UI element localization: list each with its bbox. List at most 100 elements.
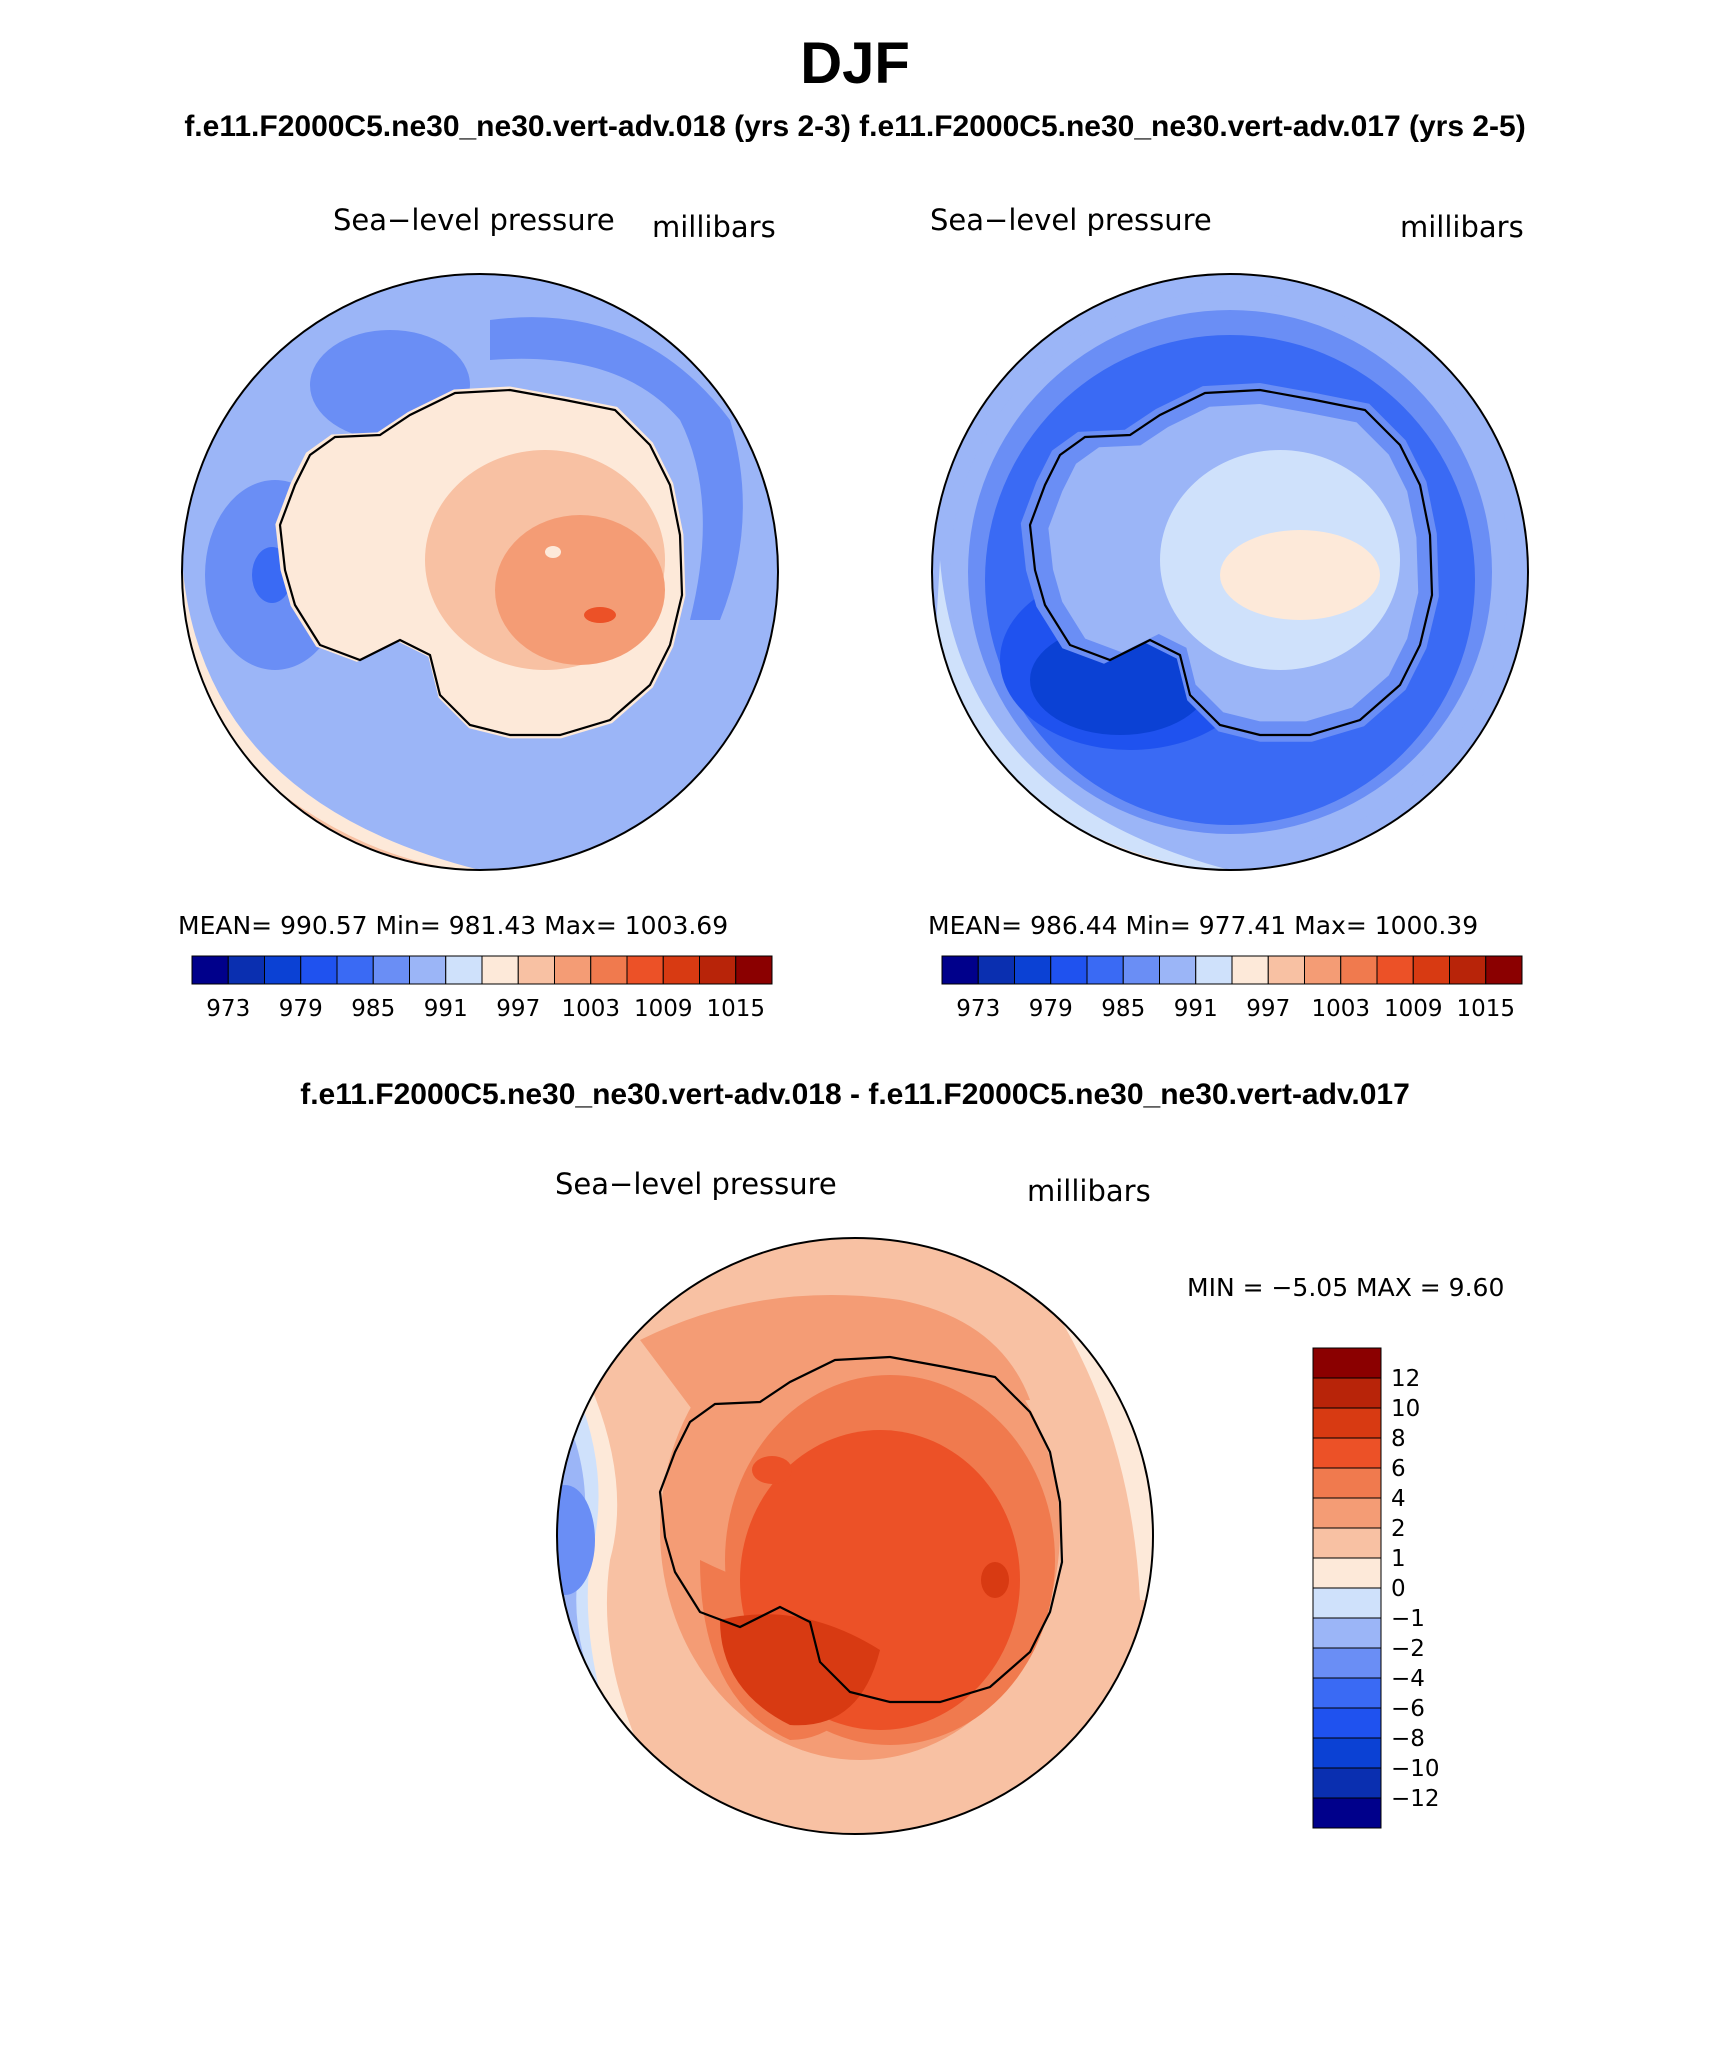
- polar-map-difference: [557, 1238, 1153, 1834]
- colorbar-tick-label: −2: [1391, 1636, 1425, 1662]
- colorbar-tick-label: 991: [1174, 996, 1218, 1022]
- colorbar-swatch: [590, 955, 628, 985]
- colorbar-swatch: [977, 955, 1015, 985]
- case-subtitle: f.e11.F2000C5.ne30_ne30.vert-adv.018 (yr…: [184, 110, 1526, 143]
- colorbar-swatch: [1312, 1587, 1382, 1619]
- colorbar-swatch: [517, 955, 555, 985]
- colorbar-tick-label: −6: [1391, 1696, 1425, 1722]
- colorbar-swatch: [662, 955, 700, 985]
- colorbar-swatch: [1312, 1437, 1382, 1469]
- difference-title: f.e11.F2000C5.ne30_ne30.vert-adv.018 - f…: [300, 1078, 1410, 1111]
- colorbar-tick-label: −12: [1391, 1786, 1440, 1812]
- colorbar-swatch: [191, 955, 229, 985]
- colorbar-swatch: [372, 955, 410, 985]
- colorbar-tick-label: 973: [206, 996, 250, 1022]
- colorbar-tick-label: 6: [1391, 1456, 1406, 1482]
- colorbar-swatch: [1231, 955, 1269, 985]
- colorbar-tick-label: 1015: [1456, 996, 1515, 1022]
- colorbar-swatch: [1312, 1617, 1382, 1649]
- colorbar-swatch: [1304, 955, 1342, 985]
- panel-variable-label: Sea−level pressure: [930, 203, 1212, 237]
- colorbar-swatch: [1376, 955, 1414, 985]
- colorbar-tick-label: 1009: [634, 996, 693, 1022]
- colorbar-swatch: [1412, 955, 1450, 985]
- colorbar-swatch: [941, 955, 979, 985]
- panel-units-label: millibars: [1400, 210, 1524, 244]
- colorbar-tick-label: 10: [1391, 1396, 1420, 1422]
- colorbar-tick-label: 973: [956, 996, 1000, 1022]
- colorbar-swatch: [1159, 955, 1197, 985]
- colorbar-tick-label: 1003: [561, 996, 620, 1022]
- colorbar-tick-label: −10: [1391, 1756, 1440, 1782]
- polar-map-017: [932, 274, 1528, 870]
- colorbar-swatch: [1312, 1347, 1382, 1379]
- panel-stats-text: MEAN= 986.44 Min= 977.41 Max= 1000.39: [928, 911, 1478, 940]
- colorbar-tick-label: 997: [496, 996, 540, 1022]
- panel-stats-text: MEAN= 990.57 Min= 981.43 Max= 1003.69: [178, 911, 728, 940]
- colorbar-swatch: [1312, 1407, 1382, 1439]
- colorbar-swatch: [409, 955, 447, 985]
- colorbar-tick-label: 1015: [706, 996, 765, 1022]
- colorbar-swatch: [699, 955, 737, 985]
- map-panel-017: Sea−level pressure millibars MEAN= 986: [928, 203, 1529, 1022]
- colorbar-swatch: [1312, 1797, 1382, 1829]
- colorbar-tick-label: 985: [351, 996, 395, 1022]
- colorbar-swatch: [1014, 955, 1052, 985]
- panel-units-label: millibars: [652, 210, 776, 244]
- colorbar-swatch: [1340, 955, 1378, 985]
- colorbar-tick-label: 1003: [1311, 996, 1370, 1022]
- diff-variable-label: Sea−level pressure: [555, 1167, 837, 1201]
- colorbar-swatch: [1312, 1677, 1382, 1709]
- colorbar-swatch: [626, 955, 664, 985]
- colorbar-swatch: [1485, 955, 1523, 985]
- colorbar-swatch: [1312, 1497, 1382, 1529]
- colorbar-swatch: [445, 955, 483, 985]
- colorbar-swatch: [1086, 955, 1124, 985]
- colorbar-swatch: [1122, 955, 1160, 985]
- diff-minmax-text: MIN = −5.05 MAX = 9.60: [1187, 1273, 1504, 1302]
- main-title: DJF: [800, 31, 910, 96]
- colorbar-tick-label: 1: [1391, 1546, 1406, 1572]
- colorbar-swatch: [1312, 1647, 1382, 1679]
- colorbar-tick-label: 991: [424, 996, 468, 1022]
- diff-units-label: millibars: [1027, 1174, 1151, 1208]
- colorbar-tick-label: 985: [1101, 996, 1145, 1022]
- colorbar-tick-label: 8: [1391, 1426, 1406, 1452]
- difference-panel: Sea−level pressure millibars MIN = −5.05…: [555, 1167, 1504, 1835]
- colorbar-swatch: [264, 955, 302, 985]
- colorbar-tick-label: 997: [1246, 996, 1290, 1022]
- colorbar-tick-label: 1009: [1384, 996, 1443, 1022]
- colorbar-swatch: [1312, 1707, 1382, 1739]
- colorbar-swatch: [1312, 1557, 1382, 1589]
- colorbar-swatch: [1312, 1377, 1382, 1409]
- map-panel-018: Sea−level pressure millibars MEAN= 990.5…: [178, 203, 779, 1022]
- colorbar-horizontal-018: 973 979 985 991 997 1003 1009 1015: [191, 955, 773, 1022]
- colorbar-swatch: [1312, 1767, 1382, 1799]
- colorbar-tick-label: 12: [1391, 1366, 1420, 1392]
- colorbar-swatch: [735, 955, 773, 985]
- colorbar-tick-label: 2: [1391, 1516, 1406, 1542]
- colorbar-swatch: [1312, 1527, 1382, 1559]
- colorbar-swatch: [1449, 955, 1487, 985]
- colorbar-swatch: [227, 955, 265, 985]
- colorbar-tick-label: 979: [279, 996, 323, 1022]
- colorbar-tick-label: −1: [1391, 1606, 1425, 1632]
- colorbar-tick-label: −4: [1391, 1666, 1425, 1692]
- colorbar-swatch: [1050, 955, 1088, 985]
- colorbar-swatch: [336, 955, 374, 985]
- colorbar-horizontal-017: 973 979 985 991 997 1003 1009 1015: [941, 955, 1523, 1022]
- colorbar-swatch: [554, 955, 592, 985]
- colorbar-swatch: [1195, 955, 1233, 985]
- colorbar-swatch: [481, 955, 519, 985]
- colorbar-tick-label: −8: [1391, 1726, 1425, 1752]
- colorbar-tick-label: 4: [1391, 1486, 1406, 1512]
- colorbar-tick-label: 979: [1029, 996, 1073, 1022]
- colorbar-swatch: [1312, 1737, 1382, 1769]
- colorbar-swatch: [1267, 955, 1305, 985]
- colorbar-swatch: [300, 955, 338, 985]
- polar-map-018: [182, 274, 778, 870]
- colorbar-tick-label: 0: [1391, 1576, 1406, 1602]
- colorbar-swatch: [1312, 1467, 1382, 1499]
